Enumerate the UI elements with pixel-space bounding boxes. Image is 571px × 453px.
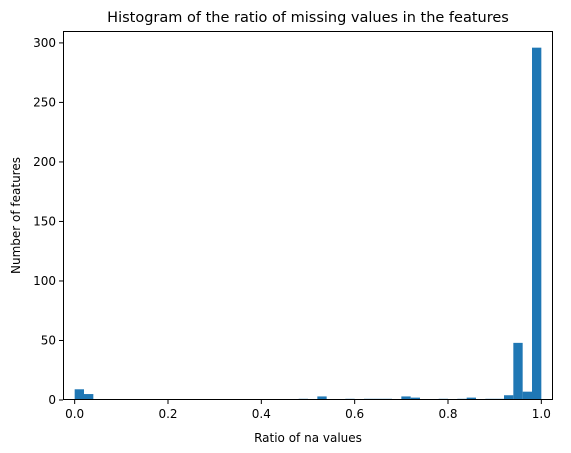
histogram-bar bbox=[522, 391, 532, 400]
chart-title: Histogram of the ratio of missing values… bbox=[107, 10, 509, 26]
y-tick-label: 100 bbox=[33, 274, 56, 288]
x-tick-label: 0.0 bbox=[65, 407, 84, 421]
y-tick-label: 150 bbox=[33, 214, 56, 228]
histogram-bar bbox=[532, 47, 542, 400]
y-tick-label: 0 bbox=[48, 393, 56, 407]
bars-group bbox=[74, 47, 542, 400]
y-tick-label: 200 bbox=[33, 155, 56, 169]
histogram-bar bbox=[74, 389, 84, 400]
plot-frame bbox=[63, 31, 553, 400]
y-tick-label: 50 bbox=[41, 333, 56, 347]
histogram-bar bbox=[504, 395, 514, 400]
histogram-bar bbox=[466, 397, 476, 400]
y-axis: 0 50 100 150 200 250 300 bbox=[33, 36, 63, 407]
x-tick-label: 0.4 bbox=[252, 407, 271, 421]
x-tick-label: 1.0 bbox=[532, 407, 551, 421]
histogram-bar bbox=[410, 397, 420, 400]
x-tick-label: 0.8 bbox=[438, 407, 457, 421]
x-axis-label: Ratio of na values bbox=[254, 431, 362, 445]
y-tick-label: 300 bbox=[33, 36, 56, 50]
x-tick-label: 0.6 bbox=[345, 407, 364, 421]
y-tick-label: 250 bbox=[33, 95, 56, 109]
x-axis: 0.0 0.2 0.4 0.6 0.8 1.0 bbox=[65, 400, 551, 421]
histogram-bar bbox=[317, 396, 327, 400]
histogram-bar bbox=[513, 342, 523, 400]
histogram-bar bbox=[84, 394, 94, 400]
y-axis-label: Number of features bbox=[9, 157, 23, 274]
x-tick-label: 0.2 bbox=[158, 407, 177, 421]
histogram-bar bbox=[401, 396, 411, 400]
